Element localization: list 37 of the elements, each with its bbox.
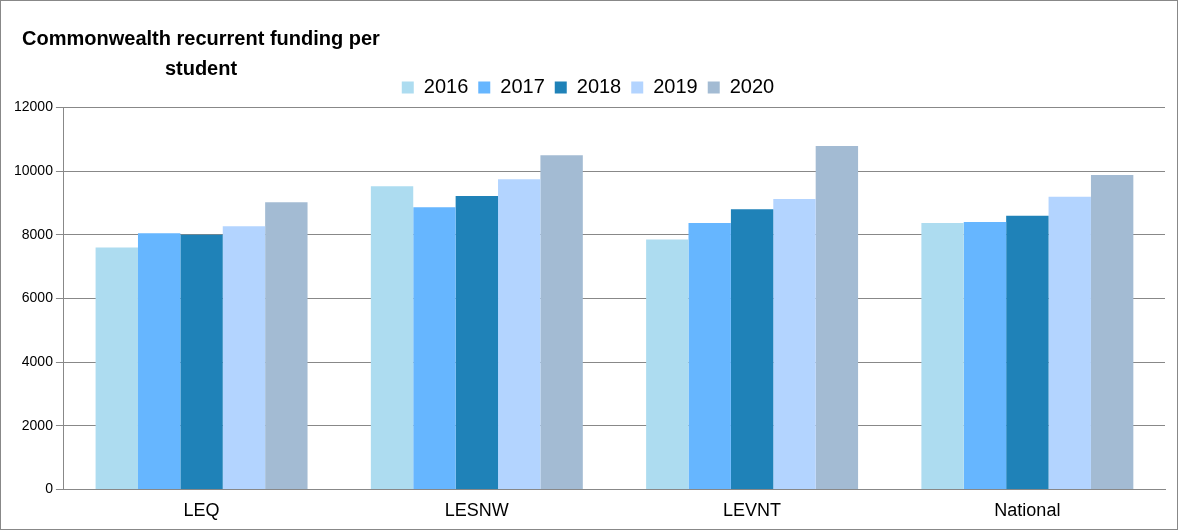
- y-tick-label: 2000: [21, 416, 54, 433]
- y-tick-label: 12000: [13, 98, 54, 115]
- bar: [413, 207, 456, 489]
- bar: [646, 239, 689, 489]
- legend-label: 2019: [653, 74, 698, 97]
- bar: [137, 233, 181, 489]
- y-tick-label: 0: [45, 480, 54, 497]
- bar: [963, 222, 1007, 489]
- bar: [688, 222, 731, 489]
- bar: [455, 195, 499, 489]
- bar: [265, 202, 308, 489]
- x-tick-label: LEQ: [183, 500, 220, 521]
- bar: [498, 179, 541, 489]
- y-tick-label: 8000: [21, 225, 54, 242]
- legend-label: 2016: [423, 74, 469, 97]
- bar: [95, 247, 138, 489]
- bar: [921, 222, 964, 489]
- bar: [815, 145, 859, 489]
- y-tick-label: 4000: [21, 352, 54, 369]
- x-tick-label: National: [994, 500, 1061, 521]
- x-tick-label: LESNW: [444, 500, 509, 521]
- bar: [222, 226, 266, 489]
- bar: [370, 186, 414, 489]
- bar: [180, 234, 223, 489]
- bar: [730, 209, 774, 489]
- y-tick-label: 10000: [13, 161, 54, 178]
- bar: [1048, 196, 1091, 489]
- bar: [773, 199, 816, 489]
- legend-label: 2017: [500, 74, 545, 97]
- bar: [1090, 174, 1134, 489]
- bar: [1006, 215, 1049, 489]
- legend-label: 2020: [729, 74, 775, 97]
- legend-label: 2018: [576, 74, 622, 97]
- y-tick-label: 6000: [21, 289, 54, 306]
- bar: [540, 155, 583, 489]
- x-tick-label: LEVNT: [723, 500, 782, 521]
- chart-title: Commonwealth recurrent funding per student: [21, 26, 381, 81]
